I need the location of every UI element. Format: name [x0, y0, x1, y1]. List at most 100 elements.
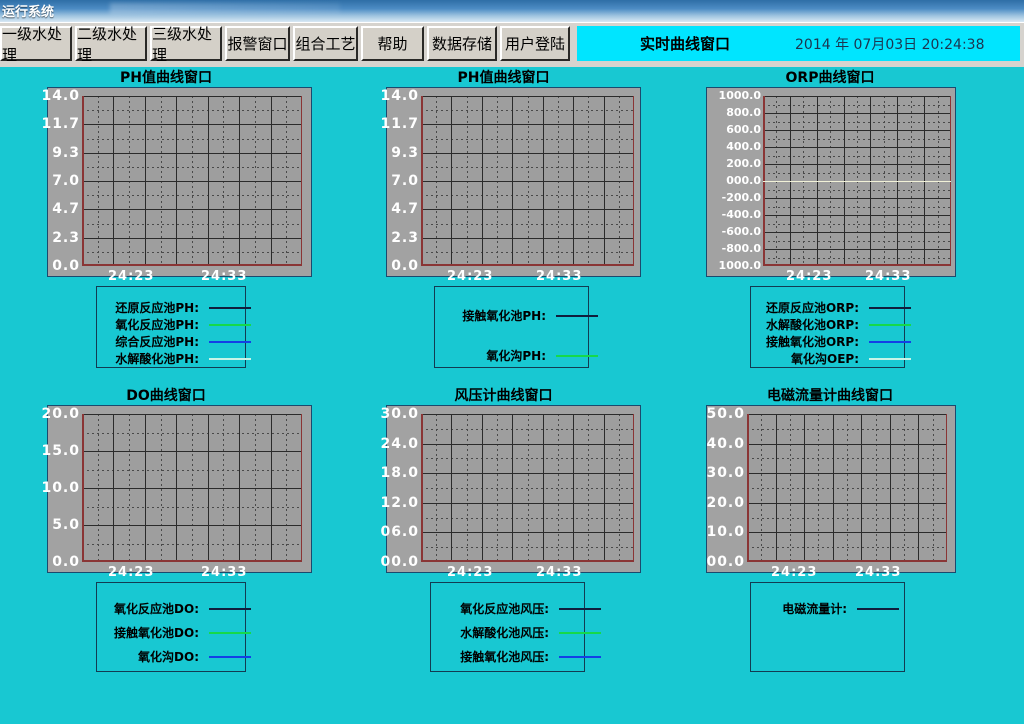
- legend-label: 氧化沟OEP:: [791, 352, 859, 366]
- legend-color-swatch: [209, 323, 251, 326]
- plot-area-fengya[interactable]: [421, 414, 634, 562]
- y-axis-labels-ph2: 14.0 11.7 9.3 7.0 4.7 2.3 0.0: [380, 89, 419, 273]
- legend-box-liuliang: 电磁流量计:: [750, 582, 905, 672]
- y-tick-label: 400.0: [726, 140, 761, 153]
- legend-label: 还原反应池ORP:: [765, 301, 859, 315]
- y-tick-label: 12.0: [380, 495, 419, 511]
- legend-color-swatch: [209, 357, 251, 360]
- menu-button-2[interactable]: 二级水处理: [75, 25, 147, 64]
- y-tick-label: -400.0: [721, 208, 761, 221]
- legend-label: 电磁流量计:: [782, 602, 847, 616]
- plot-area-ph1[interactable]: [82, 96, 302, 266]
- chart-title-fengya: 风压计曲线窗口: [454, 388, 553, 404]
- window-mode-title: 实时曲线窗口: [640, 35, 731, 53]
- plot-area-ph2[interactable]: [421, 96, 634, 266]
- y-tick-label: -200.0: [721, 191, 761, 204]
- y-axis-line: [421, 96, 423, 266]
- menu-button-label: 用户登陆: [504, 35, 565, 53]
- chart-gridlines: [421, 414, 634, 562]
- charts-workspace: PH值曲线窗口 14.0 11.7 9.3 7.0 4.7 2.3 0.0 24:23 24:33…: [0, 67, 1024, 724]
- menu-button-label: 报警窗口: [227, 35, 288, 53]
- legend-row: 氧化反应池风压:: [437, 600, 601, 617]
- legend-row: 水解酸化池PH:: [103, 350, 251, 367]
- y-tick-label: 200.0: [726, 157, 761, 170]
- plot-right-border: [633, 96, 634, 266]
- y-tick-label: 30.0: [706, 465, 745, 481]
- plot-area-do[interactable]: [82, 414, 302, 562]
- x-tick-label: 24:33: [865, 269, 912, 284]
- y-tick-label: 0.0: [52, 554, 80, 570]
- legend-row: 水解酸化池风压:: [437, 624, 601, 641]
- legend-color-swatch: [209, 607, 251, 610]
- zero-reference-line: [763, 181, 951, 182]
- legend-color-swatch: [869, 306, 911, 309]
- y-tick-label: 1000.0: [718, 89, 761, 102]
- chart-gridlines: [747, 414, 947, 562]
- plot-area-orp[interactable]: [763, 96, 951, 266]
- menu-button-4[interactable]: 报警窗口: [225, 26, 290, 61]
- menu-button-1[interactable]: 一级水处理: [0, 25, 72, 64]
- y-tick-label: 00.0: [706, 554, 745, 570]
- x-tick-label: 24:33: [536, 269, 583, 284]
- y-tick-label: 9.3: [391, 145, 419, 161]
- legend-color-swatch: [869, 323, 911, 326]
- chart-title-liuliang: 电磁流量计曲线窗口: [767, 388, 893, 404]
- y-axis-labels-orp: 1000.0 800.0 600.0 400.0 200.0 000.0 -200.0 -40…: [707, 89, 761, 272]
- legend-label: 接触氧化池风压:: [460, 650, 549, 664]
- chart-title-ph1: PH值曲线窗口: [120, 70, 212, 86]
- legend-label: 还原反应池PH:: [115, 301, 199, 315]
- y-tick-label: 14.0: [380, 88, 419, 104]
- x-axis-line: [82, 264, 302, 266]
- menu-button-label: 二级水处理: [77, 24, 138, 64]
- menu-button-3[interactable]: 三级水处理: [150, 25, 222, 64]
- x-tick-label: 24:23: [447, 565, 494, 580]
- x-axis-labels-orp: 24:23 24:33: [763, 269, 951, 285]
- chart-block-liuliang: 电磁流量计曲线窗口 50.0 40.0 30.0 20.0 10.0 00.0 24:23 24…: [700, 385, 960, 678]
- y-axis-line: [82, 96, 84, 266]
- menu-button-label: 一级水处理: [2, 24, 63, 64]
- y-axis-labels-do: 20.0 15.0 10.0 5.0 0.0: [41, 407, 80, 569]
- legend-color-swatch: [209, 340, 251, 343]
- y-axis-line: [82, 414, 84, 562]
- y-tick-label: -600.0: [721, 225, 761, 238]
- chart-panel-do[interactable]: 20.0 15.0 10.0 5.0 0.0 24:23 24:33: [41, 405, 312, 580]
- plot-area-liuliang[interactable]: [747, 414, 947, 562]
- x-tick-label: 24:33: [536, 565, 583, 580]
- menu-button-6[interactable]: 帮助: [361, 26, 424, 61]
- y-tick-label: 0.0: [52, 258, 80, 274]
- menu-button-label: 数据存储: [431, 35, 492, 53]
- chart-panel-ph1[interactable]: 14.0 11.7 9.3 7.0 4.7 2.3 0.0 24:23 24:33: [41, 87, 312, 284]
- legend-row: 接触氧化池PH:: [441, 307, 598, 324]
- legend-color-swatch: [559, 655, 601, 658]
- legend-label: 接触氧化池DO:: [114, 626, 199, 640]
- y-tick-label: 4.7: [391, 201, 419, 217]
- datetime-display: 2014 年 07月03日 20:24:38: [795, 36, 985, 53]
- y-tick-label: 11.7: [41, 116, 80, 132]
- x-axis-line: [421, 264, 634, 266]
- legend-color-swatch: [209, 655, 251, 658]
- legend-color-swatch: [869, 357, 911, 360]
- x-tick-label: 24:23: [771, 565, 818, 580]
- y-axis-line: [421, 414, 423, 562]
- legend-label: 氧化沟PH:: [486, 349, 546, 363]
- chart-panel-orp[interactable]: 1000.0 800.0 600.0 400.0 200.0 000.0 -200.0 -40…: [706, 87, 956, 284]
- legend-row: 还原反应池PH:: [103, 299, 251, 316]
- chart-gridlines: [421, 96, 634, 266]
- legend-color-swatch: [559, 607, 601, 610]
- legend-label: 水解酸化池PH:: [115, 352, 199, 366]
- plot-right-border: [946, 414, 947, 562]
- menu-button-7[interactable]: 数据存储: [427, 26, 497, 61]
- chart-panel-ph2[interactable]: 14.0 11.7 9.3 7.0 4.7 2.3 0.0 24:23 24:33: [380, 87, 641, 284]
- y-tick-label: -800.0: [721, 242, 761, 255]
- chart-panel-liuliang[interactable]: 50.0 40.0 30.0 20.0 10.0 00.0 24:23 24:33: [706, 405, 956, 580]
- y-axis-labels-liuliang: 50.0 40.0 30.0 20.0 10.0 00.0: [706, 407, 745, 569]
- chart-panel-fengya[interactable]: 30.0 24.0 18.0 12.0 06.0 00.0 24:23 24:33: [380, 405, 641, 580]
- menu-bar: 一级水处理 二级水处理 三级水处理 报警窗口 组合工艺 帮助 数据存储 用户登陆 实时曲线窗口…: [0, 22, 1024, 67]
- y-tick-label: 40.0: [706, 436, 745, 452]
- legend-row: 氧化沟DO:: [103, 648, 251, 665]
- menu-button-8[interactable]: 用户登陆: [500, 26, 570, 61]
- os-title-bar: 运行系统: [0, 0, 1024, 22]
- x-tick-label: 24:33: [201, 269, 248, 284]
- legend-row: 氧化沟PH:: [441, 347, 598, 364]
- menu-button-5[interactable]: 组合工艺: [293, 26, 358, 61]
